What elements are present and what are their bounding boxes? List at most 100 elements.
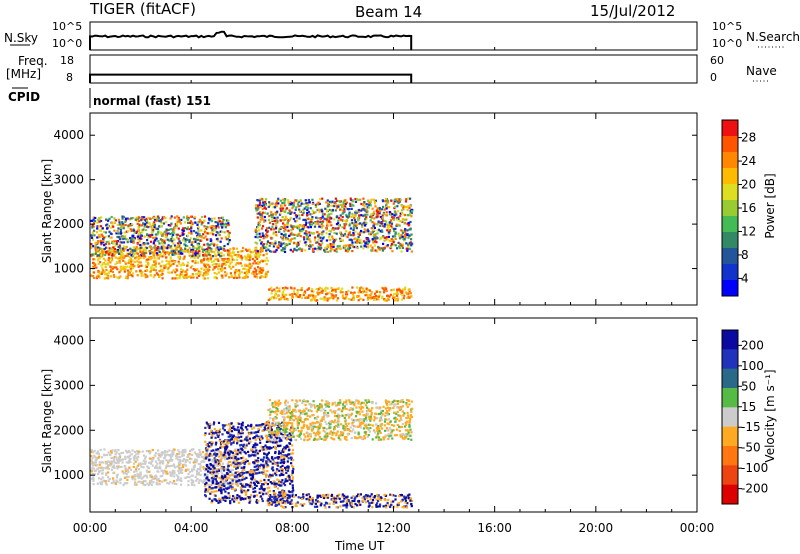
power-cell	[379, 224, 382, 227]
velocity-cell	[282, 493, 285, 496]
velocity-cell	[177, 465, 180, 468]
velocity-cell	[233, 473, 236, 476]
power-cell	[221, 276, 224, 279]
power-cell	[146, 225, 149, 228]
power-cell	[392, 292, 395, 296]
velocity-cell	[219, 468, 222, 471]
velocity-cell	[232, 459, 235, 462]
velocity-cell	[200, 453, 203, 456]
velocity-cell	[205, 465, 209, 468]
power-cell	[343, 224, 346, 228]
power-cell	[330, 224, 333, 227]
velocity-cell	[227, 482, 230, 485]
power-cell	[263, 220, 266, 223]
power-cell	[351, 203, 354, 206]
power-cell	[273, 228, 276, 231]
freq-series-line	[89, 73, 413, 83]
power-cell	[197, 248, 200, 251]
power-cell	[313, 298, 316, 301]
power-cell	[390, 245, 393, 248]
velocity-cell	[257, 435, 260, 438]
velocity-cell	[230, 456, 233, 460]
velocity-cell	[151, 458, 154, 461]
velocity-cell	[236, 459, 239, 462]
power-cell	[345, 230, 348, 233]
power-cell	[178, 274, 181, 277]
power-cell	[162, 253, 165, 256]
power-cell	[345, 293, 348, 296]
power-cell	[316, 291, 319, 294]
power-cell	[304, 199, 307, 202]
power-cell	[159, 254, 162, 257]
power-cell	[249, 265, 252, 268]
velocity-cell	[191, 470, 194, 473]
velocity-cell	[158, 454, 161, 457]
power-cell	[385, 207, 388, 210]
power-cell	[264, 276, 267, 279]
power-cell	[177, 242, 180, 245]
power-cell	[128, 252, 131, 255]
power-cell	[389, 219, 393, 222]
power-cell	[155, 217, 159, 220]
power-cell	[307, 294, 310, 297]
velocity-cell	[146, 471, 149, 474]
power-cell	[185, 276, 188, 279]
power-cell	[149, 250, 152, 254]
velocity-cell	[156, 467, 159, 470]
power-cell	[233, 271, 237, 274]
power-cell	[261, 245, 264, 248]
velocity-cell	[244, 452, 247, 455]
power-cell	[317, 201, 320, 204]
power-cell	[194, 221, 197, 224]
power-cell	[137, 233, 141, 236]
velocity-cell	[248, 442, 251, 445]
power-cell	[186, 244, 189, 247]
power-cell	[348, 222, 352, 225]
velocity-cell	[127, 470, 130, 474]
power-cell	[103, 236, 106, 239]
velocity-cell	[259, 479, 262, 482]
power-cell	[199, 239, 202, 242]
velocity-cell	[194, 464, 197, 467]
power-cell	[160, 247, 163, 250]
power-cell	[241, 250, 244, 253]
velocity-cell	[124, 470, 128, 473]
power-cell	[393, 205, 396, 208]
power-cell	[209, 258, 212, 261]
power-cell	[132, 238, 136, 241]
power-cell	[217, 226, 220, 229]
power-cell	[124, 223, 127, 227]
velocity-cell	[121, 461, 124, 464]
power-cell	[158, 219, 161, 223]
power-cell	[334, 290, 337, 293]
power-cell	[314, 221, 317, 224]
velocity-cell	[255, 424, 258, 427]
power-cell	[284, 215, 287, 218]
power-cell	[185, 217, 189, 220]
power-cell	[396, 200, 399, 203]
power-cell	[336, 246, 340, 249]
power-cell	[223, 267, 227, 270]
power-cell	[211, 229, 214, 232]
power-cell	[305, 221, 308, 224]
power-cell	[261, 250, 264, 253]
power-cell	[273, 216, 276, 219]
power-cell	[305, 225, 308, 228]
power-cell	[93, 229, 96, 232]
velocity-cell	[182, 454, 186, 457]
power-cell	[324, 297, 327, 300]
velocity-cell	[214, 469, 217, 472]
velocity-cell	[215, 490, 218, 493]
velocity-cell	[274, 441, 277, 444]
velocity-cell	[111, 449, 114, 452]
power-cell	[104, 231, 107, 234]
power-cell	[319, 220, 322, 223]
power-cell	[360, 209, 363, 212]
power-cell	[269, 241, 272, 245]
velocity-cell	[92, 476, 95, 479]
power-cell	[283, 223, 286, 227]
power-cell	[304, 241, 307, 244]
power-cell	[259, 276, 262, 279]
velocity-cell	[268, 486, 271, 489]
power-cell	[297, 205, 300, 208]
